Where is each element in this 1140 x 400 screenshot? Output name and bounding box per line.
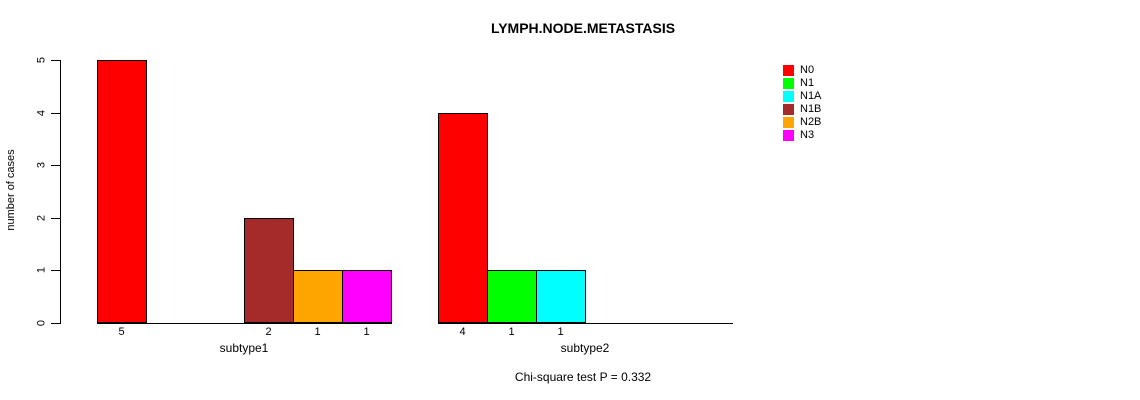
y-tick [51, 165, 61, 166]
legend-label: N0 [800, 64, 815, 76]
bar-n1-subtype2 [487, 270, 537, 323]
y-tick-label: 4 [35, 109, 48, 117]
y-tick [51, 218, 61, 219]
chart-title: LYMPH.NODE.METASTASIS [490, 20, 676, 36]
bar-n3-subtype1 [342, 270, 392, 323]
y-tick-label: 5 [35, 56, 48, 64]
y-tick-label: 2 [35, 214, 48, 222]
legend-label: N1B [800, 103, 822, 115]
bar-value-label: 4 [459, 326, 466, 338]
legend-swatch-n1 [783, 78, 794, 89]
legend-label: N1A [800, 90, 822, 102]
bar-n1a-subtype2 [536, 270, 586, 323]
legend-label: N1 [800, 77, 815, 89]
y-tick [51, 60, 61, 61]
bar-value-label: 1 [557, 326, 564, 338]
axis-baseline [438, 323, 733, 324]
y-tick-label: 3 [35, 161, 48, 169]
legend-swatch-n0 [783, 65, 794, 76]
y-tick [51, 113, 61, 114]
bar-value-label: 1 [314, 326, 321, 338]
bar-n2b-subtype1 [293, 270, 343, 323]
y-tick-label: 0 [35, 319, 48, 327]
x-group-label: subtype2 [560, 341, 610, 355]
legend-swatch-n2b [783, 117, 794, 128]
legend-swatch-n1b [783, 104, 794, 115]
y-tick [51, 323, 61, 324]
legend-item-n2b: N2B [783, 116, 821, 129]
y-tick [51, 270, 61, 271]
legend-swatch-n1a [783, 91, 794, 102]
y-axis-line [60, 60, 61, 324]
legend-item-n1: N1 [783, 77, 814, 90]
bar-n1b-subtype1 [244, 218, 294, 323]
x-group-label: subtype1 [219, 341, 269, 355]
y-axis-label: number of cases [5, 149, 17, 231]
y-tick-label: 1 [35, 266, 48, 274]
bar-value-label: 5 [118, 326, 125, 338]
legend-label: N3 [800, 129, 815, 141]
bar-value-label: 2 [265, 326, 272, 338]
axis-baseline [97, 323, 392, 324]
legend-item-n0: N0 [783, 64, 814, 77]
bar-value-label: 1 [363, 326, 370, 338]
bar-value-label: 1 [508, 326, 515, 338]
legend-item-n3: N3 [783, 129, 814, 142]
annotation-chi-square: Chi-square test P = 0.332 [514, 370, 652, 384]
bar-n0-subtype2 [438, 113, 488, 323]
bar-n0-subtype1 [97, 60, 147, 323]
legend-item-n1b: N1B [783, 103, 821, 116]
legend-label: N2B [800, 116, 822, 128]
legend-swatch-n3 [783, 130, 794, 141]
legend-item-n1a: N1A [783, 90, 821, 103]
